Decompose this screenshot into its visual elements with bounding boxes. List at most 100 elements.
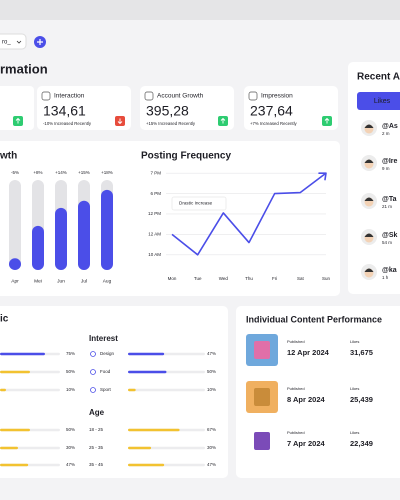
likes-count: 25,439	[350, 395, 373, 404]
panel-title: Recent A	[357, 72, 400, 83]
progress-fill	[0, 352, 45, 356]
progress-fill	[128, 388, 136, 392]
avatar-hair	[364, 159, 374, 163]
avatar-hair	[364, 197, 374, 201]
line-arrowhead	[318, 172, 327, 181]
stat-change: +7% Increased Recently	[250, 121, 298, 126]
progress-fill	[128, 352, 165, 356]
card-title: Individual Content Performance	[246, 314, 382, 324]
card-title: ic	[0, 314, 9, 325]
page-title: rmation	[0, 61, 48, 76]
thumbnail-art	[254, 432, 270, 450]
bar	[9, 258, 21, 270]
progress-label: 10%	[207, 387, 216, 392]
progress-fill	[128, 446, 152, 450]
avatar-hair	[364, 233, 374, 237]
stat-icon	[144, 91, 154, 101]
user-time: 54 m	[382, 240, 392, 245]
user-time: 9 m	[382, 166, 390, 171]
top-strip	[0, 0, 400, 20]
x-tick-label: Sun	[322, 276, 331, 281]
age-range: 25 - 35	[89, 445, 104, 450]
x-tick-label: Jul	[81, 278, 87, 284]
progress-label: 47%	[207, 462, 216, 467]
section-title: Interest	[89, 334, 118, 343]
stat-card	[0, 86, 34, 130]
x-tick-label: Apr	[11, 278, 19, 284]
interest-icon	[90, 369, 96, 375]
progress-label: 30%	[66, 445, 75, 450]
published-label: Published	[287, 386, 305, 391]
stat-value: 395,28	[146, 103, 189, 119]
change-label: +18%	[101, 170, 113, 175]
x-tick-label: Thu	[245, 276, 253, 281]
published-label: Published	[287, 430, 305, 435]
tab-button[interactable]	[357, 92, 400, 110]
bar	[78, 200, 90, 270]
user-name: @Ire	[382, 158, 397, 165]
change-label: -5%	[11, 170, 19, 175]
trend-arrow	[117, 118, 123, 125]
progress-fill	[0, 428, 30, 432]
progress-fill	[128, 428, 180, 432]
avatar-hair	[364, 124, 374, 128]
progress-label: 50%	[207, 369, 216, 374]
y-tick-label: 12 PM	[148, 211, 161, 216]
dropdown[interactable]	[0, 33, 27, 50]
bar	[55, 207, 67, 270]
annotation-box	[171, 196, 227, 211]
chart-title: Posting Frequency	[141, 151, 231, 162]
age-range: 35 - 45	[89, 462, 104, 467]
published-date: 7 Apr 2024	[287, 439, 325, 448]
bar	[32, 225, 44, 270]
x-tick-label: Aug	[103, 278, 112, 284]
progress-label: 47%	[66, 462, 75, 467]
thumbnail-art	[254, 388, 270, 406]
progress-fill	[0, 370, 30, 374]
line	[171, 172, 327, 256]
progress-fill	[0, 446, 18, 450]
likes-label: Likes	[350, 339, 359, 344]
user-name: @Sk	[382, 232, 397, 239]
tab-label: Likes	[374, 98, 391, 105]
x-tick-label: Mon	[168, 276, 177, 281]
card	[131, 141, 340, 296]
x-tick-label: Jun	[57, 278, 65, 284]
progress-fill	[0, 388, 6, 392]
trend-arrow	[15, 117, 21, 124]
stat-value: 134,61	[43, 103, 86, 119]
likes-count: 31,675	[350, 348, 373, 357]
stat-label: Impression	[261, 93, 293, 100]
progress-label: 10%	[66, 387, 75, 392]
stat-change: -10% Increased Recently	[43, 121, 92, 126]
stat-change: +15% Increased Recently	[146, 121, 196, 126]
interest-name: Design	[100, 351, 115, 356]
x-tick-label: Tue	[194, 276, 202, 281]
progress-label: 50%	[66, 369, 75, 374]
card	[0, 141, 150, 296]
published-date: 8 Apr 2024	[287, 395, 325, 404]
user-name: @As	[382, 123, 398, 130]
card	[0, 306, 228, 478]
content: Interaction 134,61 -10% Increased Recently…	[0, 62, 400, 478]
progress-track	[128, 388, 205, 392]
progress-label: 47%	[207, 351, 216, 356]
annotation: Drastic Increase	[179, 201, 213, 206]
bar	[101, 189, 113, 270]
x-tick-label: Wed	[219, 276, 229, 281]
interest-icon	[90, 387, 96, 393]
stat-label: Account Growth	[157, 93, 204, 100]
progress-fill	[0, 463, 29, 467]
progress-label: 75%	[66, 351, 75, 356]
interest-name: Food	[100, 369, 111, 374]
x-tick-label: Mei	[34, 278, 42, 284]
thumbnail-art	[254, 341, 270, 359]
chart-title: wth	[0, 151, 17, 162]
progress-label: 50%	[66, 427, 75, 432]
stat-icon	[248, 91, 258, 101]
progress-label: 67%	[207, 427, 216, 432]
trend-arrow	[220, 117, 226, 124]
card	[244, 86, 338, 130]
stat-icon	[41, 91, 51, 101]
progress-track	[0, 388, 60, 392]
